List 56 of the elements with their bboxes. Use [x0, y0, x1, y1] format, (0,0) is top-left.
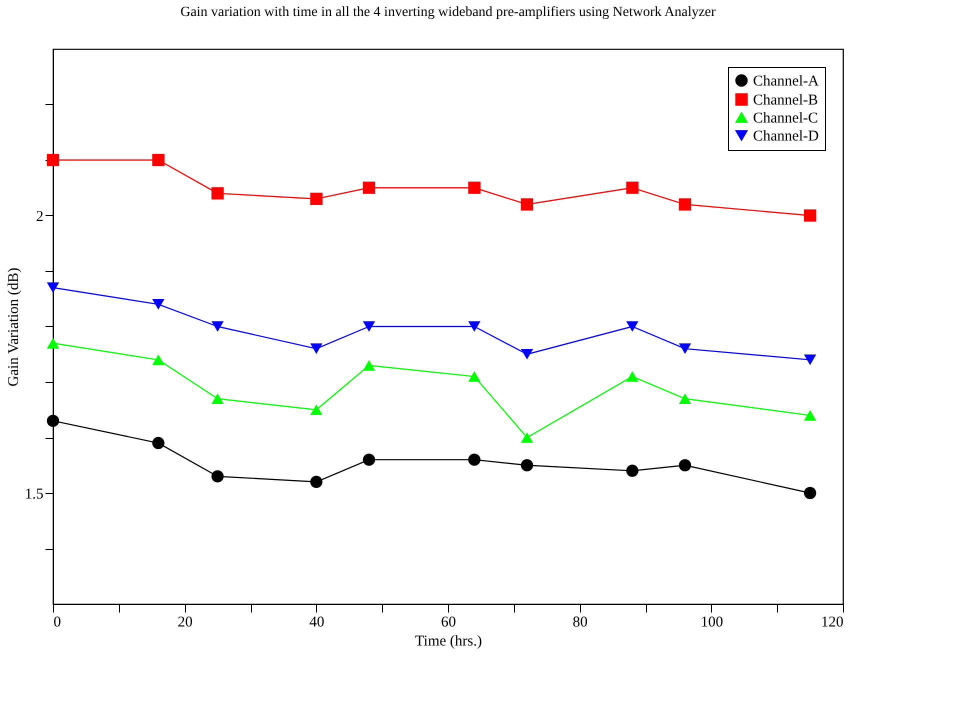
point	[362, 360, 376, 371]
point	[211, 470, 224, 482]
x-tick-label: 100	[700, 614, 724, 630]
legend-label: Channel-C	[753, 110, 818, 126]
point	[46, 282, 60, 293]
point	[520, 459, 534, 472]
point	[310, 404, 322, 416]
point	[310, 343, 322, 354]
point	[152, 154, 164, 166]
y-tick-label: 1.5	[24, 486, 44, 502]
point	[804, 486, 816, 500]
point	[362, 321, 376, 332]
point	[46, 338, 60, 348]
point	[211, 321, 224, 332]
point	[152, 298, 164, 310]
point	[804, 209, 816, 222]
point	[46, 154, 60, 166]
point	[468, 454, 480, 466]
point	[211, 187, 224, 200]
point	[626, 182, 638, 194]
x-tick-label: 60	[441, 614, 456, 630]
legend-label: Channel-D	[753, 128, 819, 144]
point	[804, 354, 816, 366]
point	[520, 348, 534, 360]
point	[626, 464, 638, 477]
chart-title: Gain variation with time in all the 4 inverting wideband pre-amplifiers using Network Analyzer	[180, 5, 716, 20]
x-axis-title: Time (hrs.)	[415, 634, 482, 650]
point	[310, 476, 322, 488]
point	[626, 371, 638, 382]
point	[678, 198, 692, 211]
point	[626, 321, 638, 332]
point	[152, 436, 164, 450]
x-tick-label: 0	[54, 614, 61, 630]
x-tick-label: 40	[309, 614, 324, 630]
y-axis-title: Gain Variation (dB)	[6, 268, 22, 386]
x-tick-label: 80	[572, 614, 588, 630]
point	[804, 410, 816, 421]
legend-label: Channel-A	[753, 74, 819, 90]
point	[362, 454, 376, 466]
point	[310, 192, 322, 205]
point	[678, 343, 692, 354]
point	[468, 321, 480, 332]
point	[520, 198, 534, 211]
point	[468, 371, 480, 382]
x-tick-label: 120	[821, 614, 844, 630]
y-tick-label: 2	[36, 209, 44, 225]
point	[211, 393, 224, 404]
point	[468, 182, 480, 194]
point	[678, 393, 692, 404]
point	[46, 414, 60, 427]
point	[678, 459, 692, 472]
point	[520, 432, 534, 443]
x-tick-label: 20	[178, 614, 193, 630]
legend-label: Channel-B	[753, 92, 818, 108]
point	[362, 182, 376, 194]
point	[152, 354, 164, 366]
